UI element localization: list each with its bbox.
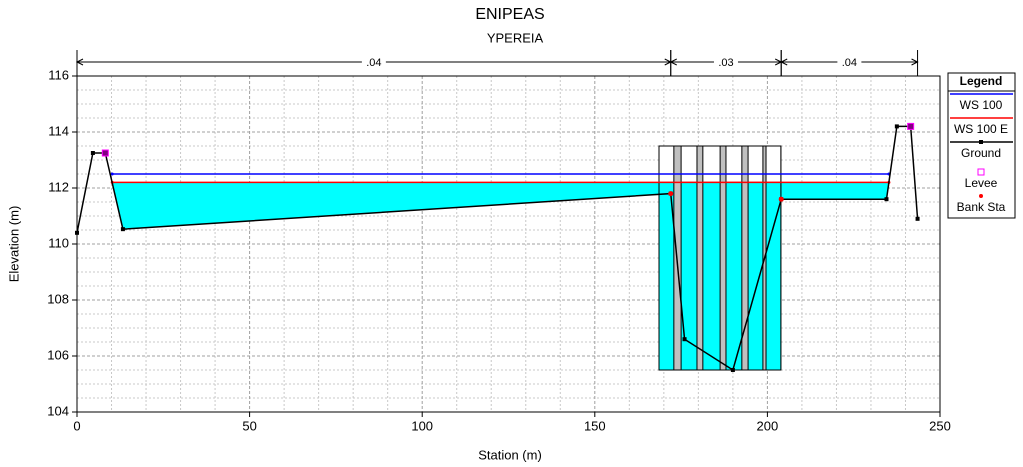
ws-end <box>110 172 114 176</box>
x-tick-label: 200 <box>757 418 779 433</box>
bridge-opening-air <box>765 145 782 183</box>
n-label-bg <box>361 55 386 69</box>
bridge-opening-water <box>702 181 721 371</box>
n-label: .03 <box>718 57 733 69</box>
bridge-opening-water <box>725 181 743 371</box>
ground-point <box>894 124 899 129</box>
levee-point <box>101 149 109 157</box>
x-axis-label: Station (m) <box>478 447 542 462</box>
n-label: .04 <box>842 57 857 69</box>
bridge-opening-air <box>725 145 743 183</box>
legend: Legend WS 100 WS 100 E Ground Levee Bank Sta <box>947 72 1016 219</box>
x-tick-label: 150 <box>584 418 606 433</box>
chart-subtitle: YPEREIA <box>487 30 544 45</box>
ground-point <box>90 151 95 155</box>
bridge-opening-air <box>702 145 721 183</box>
y-axis-label: Elevation (m) <box>6 206 21 283</box>
bank-station <box>778 196 784 202</box>
legend-label: WS 100 <box>960 98 1003 112</box>
bridge-opening-air <box>658 145 675 183</box>
x-tick-label: 250 <box>929 418 951 433</box>
legend-swatch <box>979 194 983 198</box>
y-tick-label: 106 <box>47 347 69 362</box>
legend-box <box>947 72 1016 219</box>
n-label-bg <box>713 55 738 69</box>
legend-label: Levee <box>965 176 998 190</box>
n-label-bg <box>837 55 862 69</box>
legend-label: WS 100 E <box>954 122 1008 136</box>
chart-title: ENIPEAS <box>475 6 544 23</box>
bridge-opening-air <box>680 145 698 183</box>
x-tick-label: 50 <box>242 418 256 433</box>
plot-area <box>75 75 941 413</box>
ground-point <box>915 216 920 221</box>
bank-station <box>668 191 674 197</box>
y-tick-label: 108 <box>47 291 69 306</box>
legend-label: Bank Sta <box>957 200 1006 214</box>
ground-point <box>730 368 735 372</box>
legend-title: Legend <box>960 74 1003 88</box>
ground-point <box>884 197 889 202</box>
y-tick-label: 112 <box>48 179 69 194</box>
levee-point <box>907 122 915 130</box>
x-tick-label: 100 <box>411 418 433 433</box>
x-tick-label: 0 <box>73 418 80 433</box>
n-label: .04 <box>366 57 381 69</box>
y-tick-label: 116 <box>48 67 69 82</box>
y-tick-label: 104 <box>47 403 69 418</box>
bridge-opening-water <box>747 181 764 371</box>
ground-point <box>120 227 125 232</box>
y-tick-label: 114 <box>48 123 69 138</box>
legend-label: Ground <box>961 146 1001 160</box>
y-tick-label: 110 <box>48 235 69 250</box>
ground-point <box>682 337 687 342</box>
legend-swatch <box>979 140 983 144</box>
legend-swatch <box>977 168 985 176</box>
bridge-opening-air <box>747 145 764 183</box>
